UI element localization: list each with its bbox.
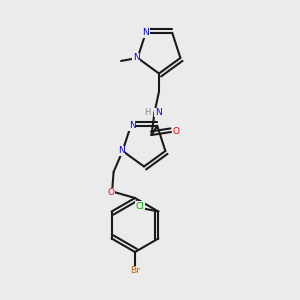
Text: H: H <box>144 108 150 117</box>
Text: Br: Br <box>130 266 140 275</box>
Text: N: N <box>155 108 161 117</box>
Text: O: O <box>107 188 114 197</box>
Text: Cl: Cl <box>135 202 144 211</box>
Text: N: N <box>142 28 149 37</box>
Text: N: N <box>133 53 140 62</box>
Text: O: O <box>173 128 180 136</box>
Text: N: N <box>118 146 124 155</box>
Text: N: N <box>129 121 136 130</box>
